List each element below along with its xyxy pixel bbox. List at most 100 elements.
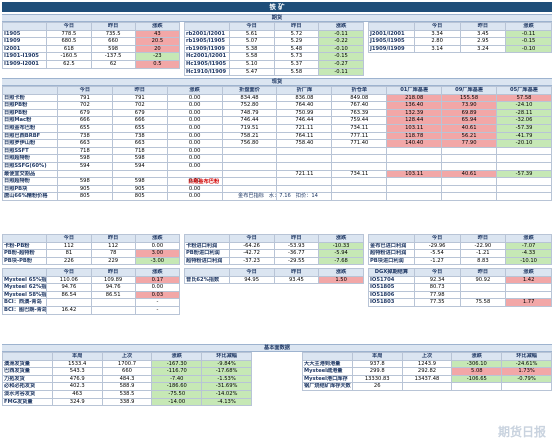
change-cell: 1.50 (318, 275, 364, 285)
change-cell: -0.15 (318, 52, 364, 61)
basis-cell: -24.10 (496, 101, 552, 110)
value-cell: 3.34 (413, 29, 461, 39)
row-label: Hc2001/I2001 (184, 52, 230, 61)
header-cell (368, 234, 415, 243)
change-cell: -106.65 (451, 374, 503, 384)
value-cell: 26 (351, 382, 403, 391)
basis-cell (386, 161, 443, 171)
table-header-row: 本周 上次 涨跌 环比减幅 (2, 352, 252, 361)
value-cell (459, 290, 507, 300)
table-row: 淡水河谷发货 463 538.5 -75.50 -14.02% (2, 389, 252, 399)
value-cell (221, 154, 278, 163)
header-cell (184, 268, 230, 277)
value-cell: 5.07 (228, 37, 275, 46)
table-row: I1909 680.5 660 20.5 (1, 37, 181, 46)
value-cell: 849.08 (331, 93, 388, 103)
value-cell: 721.11 (276, 123, 333, 133)
header-cell: 涨跌 (151, 352, 203, 361)
basis-cell: 69.89 (441, 108, 498, 118)
table-row: PB粉-超特粉 81 78 3.00 (1, 249, 181, 258)
value-cell: 94.95 (228, 275, 275, 285)
change-cell (501, 382, 552, 391)
value-cell: 75.58 (459, 298, 507, 307)
value-cell: 718 (56, 146, 113, 156)
header-cell: 涨跌 (166, 86, 223, 95)
cheapest-note: 日照金布巴粉 (188, 179, 220, 185)
row-label: J1905/I1905 (368, 37, 415, 46)
basis-cell: 73.90 (441, 101, 498, 110)
value-cell: 5.10 (228, 59, 275, 69)
value-cell: 5.58 (273, 67, 320, 77)
row-label: 最便宜交割品 (2, 169, 58, 179)
header-cell: 今日 (413, 22, 461, 31)
value-cell: 791 (111, 93, 168, 103)
value-cell: 734.11 (331, 123, 388, 133)
value-cell: 0.00 (166, 161, 223, 171)
table-row: IO51806 77.98 (368, 290, 552, 300)
value-cell: 112 (46, 241, 92, 251)
value-cell: 109.89 (90, 275, 136, 285)
import-profit-table: 今日 昨日 涨跌 卡粉进口利润 -64.26 -53.93 -10.33 PB粉进口利润 -42… (184, 234, 364, 266)
table-row: I1909-I2001 62.5 62 0.5 (1, 59, 181, 69)
row-label: 日照卡粉 (2, 93, 58, 103)
value-cell: 1700.7 (101, 359, 153, 369)
row-label: I1909 (1, 37, 48, 46)
value-cell: 94.76 (90, 283, 136, 292)
table-header-row: 今日 昨日 涨跌 (1, 234, 181, 243)
row-label: 日照罗伊山粉 (2, 139, 58, 148)
table-row: rb1905/I1905 5.07 5.29 -0.22 (184, 37, 364, 46)
value-cell: 0.00 (166, 154, 223, 163)
value-cell: 2.95 (459, 37, 507, 46)
value-cell: 834.48 (221, 93, 278, 103)
value-cell: 746.44 (276, 116, 333, 125)
header-cell: 涨跌 (451, 352, 503, 361)
basis-cell (441, 184, 498, 194)
row-label: 超特粉进口利润 (368, 249, 415, 258)
basis-cell (441, 154, 498, 163)
value-cell: 702 (111, 101, 168, 110)
value-cell: 0.00 (166, 146, 223, 156)
row-label: rb2001/I2001 (184, 29, 230, 39)
value-cell: -42.72 (228, 249, 275, 258)
header-cell (1, 22, 48, 31)
basis-cell (386, 177, 443, 186)
header-cell (2, 352, 53, 361)
value-cell: 0.00 (166, 184, 223, 194)
change-cell: 1.42 (505, 275, 552, 285)
spot-heading: 现货 (2, 78, 552, 86)
change-cell: -3.00 (134, 256, 181, 266)
value-cell: 666 (56, 116, 113, 125)
value-cell: 110.06 (46, 275, 92, 285)
header-cell (368, 22, 415, 31)
value-cell: 1243.9 (401, 359, 453, 369)
value-cell (331, 161, 388, 171)
table-row: 日照超特粉 598 598 0.00 (2, 177, 552, 186)
value-cell: 738 (56, 131, 113, 141)
shipment-table: 本周 上次 涨跌 环比减幅 澳洲发货量 1533.4 1700.7 -167.30 -9.84%… (2, 352, 252, 407)
value-cell: 3.45 (459, 29, 507, 39)
value-cell (276, 154, 333, 163)
watermark: 期货日报 (497, 425, 546, 439)
row-label: 必和必拓发货 (2, 382, 53, 391)
basis-cell (386, 192, 443, 201)
table-row: IO51803 77.35 75.58 1.77 (368, 298, 552, 307)
futures-coke-ratio-table: 今日 昨日 涨跌 J2001/I2001 3.34 3.45 -0.11 J1905/I190… (368, 22, 552, 54)
value-cell: 655 (56, 123, 113, 133)
header-cell: 上次 (101, 352, 153, 361)
table-row: 日照罗伊山粉 663 663 0.00 756.80 758.40 771.40 140.40… (2, 139, 552, 148)
change-cell: 0.17 (134, 275, 181, 285)
header-cell: 昨日 (459, 268, 507, 277)
row-label: Mysteel 62%指数 (1, 283, 48, 292)
header-cell: 涨跌 (134, 234, 181, 243)
value-cell: 77.98 (413, 290, 461, 300)
change-cell: -0.11 (505, 29, 552, 39)
value-cell: 598 (56, 177, 113, 186)
value-cell: 0.00 (166, 123, 223, 133)
change-cell: -1.53% (201, 374, 252, 384)
row-label: PB粉进口利润 (184, 249, 230, 258)
row-label: rb1909/I1909 (184, 44, 230, 54)
table-row: 日照Mac粉 666 666 0.00 746.44 746.44 759.44 128.44… (2, 116, 552, 125)
basis-cell (386, 146, 443, 156)
row-label: 日照SSFT (2, 146, 58, 156)
